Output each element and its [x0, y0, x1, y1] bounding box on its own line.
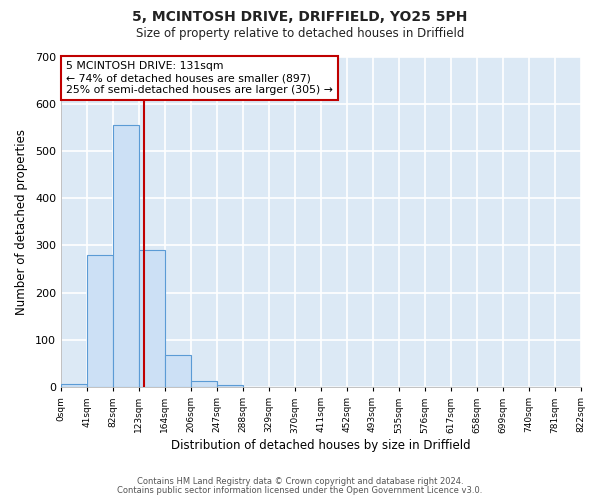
X-axis label: Distribution of detached houses by size in Driffield: Distribution of detached houses by size …: [171, 440, 470, 452]
Text: Size of property relative to detached houses in Driffield: Size of property relative to detached ho…: [136, 28, 464, 40]
Bar: [191, 380, 217, 387]
Bar: [87, 256, 113, 387]
Bar: [164, 355, 191, 387]
Y-axis label: Number of detached properties: Number of detached properties: [15, 129, 28, 315]
Bar: [217, 385, 243, 387]
Bar: [61, 384, 87, 387]
Bar: [139, 250, 164, 387]
Text: Contains HM Land Registry data © Crown copyright and database right 2024.: Contains HM Land Registry data © Crown c…: [137, 477, 463, 486]
Text: 5 MCINTOSH DRIVE: 131sqm
← 74% of detached houses are smaller (897)
25% of semi-: 5 MCINTOSH DRIVE: 131sqm ← 74% of detach…: [66, 62, 333, 94]
Text: 5, MCINTOSH DRIVE, DRIFFIELD, YO25 5PH: 5, MCINTOSH DRIVE, DRIFFIELD, YO25 5PH: [133, 10, 467, 24]
Text: Contains public sector information licensed under the Open Government Licence v3: Contains public sector information licen…: [118, 486, 482, 495]
Bar: [113, 124, 139, 387]
